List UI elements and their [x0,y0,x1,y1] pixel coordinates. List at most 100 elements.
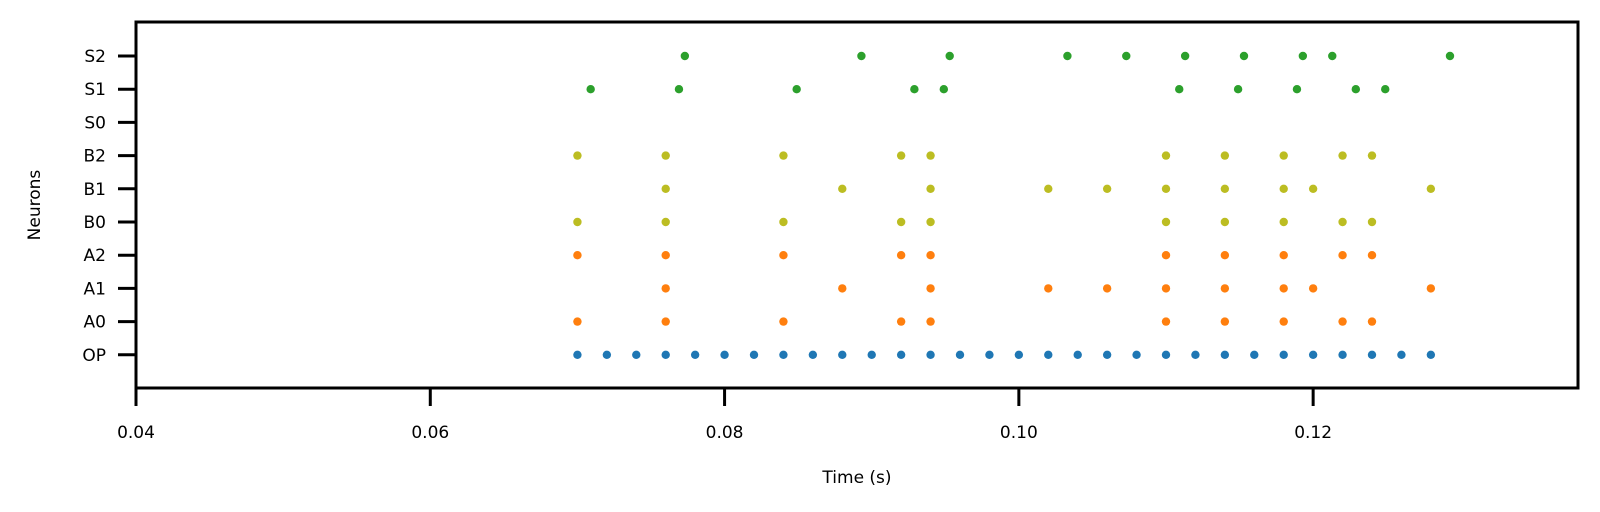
spike-a0 [1161,317,1171,326]
spike-a2 [661,251,670,260]
spike-b2 [1161,151,1171,160]
spike-a1 [661,284,670,293]
spike-b1 [838,184,847,193]
spike-s1 [939,85,949,94]
spike-a1 [926,284,935,293]
spike-s2 [1445,51,1455,61]
spike-a0 [896,317,906,326]
x-axis: 0.04 0.06 0.08 0.10 0.12 [117,388,1332,443]
spike-b2 [573,151,582,160]
y-axis: OP A0 A1 A2 B0 B1 B2 S0 S1 S2 [82,47,136,366]
spike-a0 [1338,317,1347,326]
plot-frame [134,20,1580,390]
spike-s2 [1180,51,1190,61]
spike-s2 [1239,51,1249,61]
spike-op [1044,350,1053,359]
x-axis-label: Time (s) [821,468,891,488]
spike-a1 [1220,284,1230,293]
spike-b0 [1338,217,1347,227]
spike-s2 [1328,51,1337,61]
spike-b0 [1367,217,1377,227]
spike-b2 [896,151,906,160]
spike-a2 [1161,251,1171,260]
spike-op [867,350,876,359]
spike-b1 [661,184,670,193]
spike-s1 [1175,85,1184,94]
spike-a1 [1279,284,1288,293]
spike-b2 [1220,151,1230,160]
spike-s2 [1122,51,1131,61]
y-tick-label-a2: A2 [84,246,106,266]
spike-op [661,350,670,359]
x-tick-label: 0.06 [411,423,449,443]
spike-b2 [661,151,670,160]
spike-b1 [926,184,935,193]
spike-a0 [779,317,788,326]
spike-b0 [1161,217,1171,227]
spike-op [779,350,788,359]
spike-b0 [1279,217,1288,227]
spike-op [632,350,641,359]
spike-op [926,350,935,359]
spike-op [808,350,818,359]
y-tick-label-op: OP [82,346,106,366]
spike-op [1397,350,1406,359]
spike-a2 [779,251,788,260]
spike-op [1426,350,1436,359]
spike-s1 [586,85,595,94]
spike-op [602,350,612,359]
spike-b1 [1279,184,1288,193]
spike-b2 [1279,151,1288,160]
spike-a1 [1308,284,1318,293]
y-tick-label-s0: S0 [84,113,106,133]
spike-a2 [1220,251,1230,260]
spike-a0 [1367,317,1377,326]
spike-b2 [1367,151,1377,160]
x-tick-label: 0.12 [1294,423,1332,443]
spike-s2 [1063,51,1072,61]
spike-op [1191,350,1200,359]
spike-op [955,350,965,359]
spike-op [573,350,582,359]
spike-a2 [1338,251,1347,260]
spike-s2 [857,51,866,61]
spike-op [749,350,759,359]
spike-a0 [573,317,582,326]
spike-op [720,350,729,359]
spike-op [1367,350,1377,359]
spike-a2 [573,251,582,260]
y-tick-label-b2: B2 [84,147,106,167]
spike-op [1014,350,1024,359]
spike-a0 [926,317,935,326]
y-tick-label-b0: B0 [84,213,106,233]
spike-b1 [1220,184,1230,193]
spike-s2 [680,51,690,61]
spike-b0 [661,217,670,227]
spike-b2 [779,151,788,160]
spike-s1 [792,85,801,94]
spike-b1 [1161,184,1171,193]
spike-op [690,350,700,359]
spike-a2 [926,251,935,260]
y-tick-label-a1: A1 [84,279,106,299]
spike-op [1279,350,1288,359]
spike-a0 [1279,317,1288,326]
spike-s1 [1381,85,1390,94]
x-tick-label: 0.04 [117,423,155,443]
y-tick-label-s1: S1 [84,80,106,100]
spike-op [1338,350,1347,359]
y-tick-label-a0: A0 [84,313,106,333]
spike-a0 [661,317,670,326]
spike-op [838,350,847,359]
spike-s2 [945,51,954,61]
spike-a1 [1426,284,1436,293]
spike-a2 [896,251,906,260]
spike-s1 [1292,85,1302,94]
y-tick-label-s2: S2 [84,47,106,67]
spike-a1 [1044,284,1053,293]
x-tick-label: 0.08 [706,423,744,443]
spike-s1 [674,85,684,94]
spike-b0 [779,217,788,227]
spike-b0 [1220,217,1230,227]
